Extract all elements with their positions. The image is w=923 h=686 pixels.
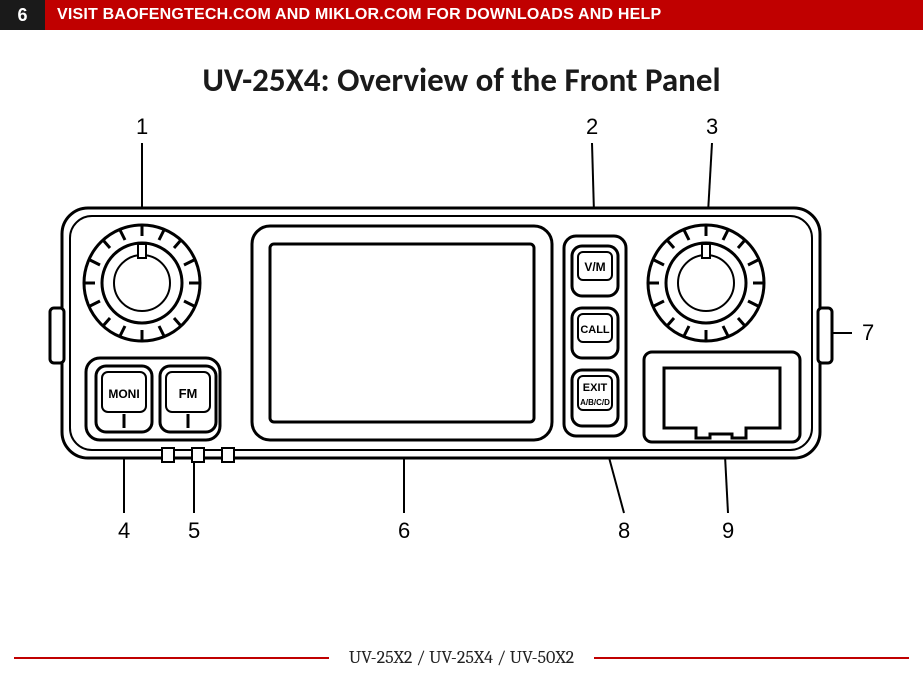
left-knob [84, 225, 200, 341]
footer: UV-25X2 / UV-25X4 / UV-50X2 [0, 647, 923, 668]
page-title: UV-25X4: Overview of the Front Panel [0, 60, 923, 100]
callout-3: 3 [706, 114, 718, 139]
moni-fm-group: MONI FM [86, 358, 220, 440]
fm-button-label: FM [178, 386, 197, 401]
callout-6: 6 [398, 518, 410, 543]
exit-sub-label: A/B/C/D [580, 398, 610, 407]
right-knob [648, 225, 764, 341]
exit-button-label: EXIT [582, 382, 607, 394]
moni-button-label: MONI [108, 387, 139, 401]
callout-8: 8 [618, 518, 630, 543]
right-button-column: V/M CALL EXIT A/B/C/D [564, 236, 626, 436]
callout-7: 7 [862, 320, 874, 345]
header-bar: 6 VISIT BAOFENGTECH.COM AND MIKLOR.COM F… [0, 0, 923, 30]
callout-5: 5 [188, 518, 200, 543]
footer-rule-left [14, 657, 329, 659]
front-panel-diagram: MONI FM V/M CALL [42, 108, 882, 548]
footer-text: UV-25X2 / UV-25X4 / UV-50X2 [349, 647, 574, 668]
page: 6 VISIT BAOFENGTECH.COM AND MIKLOR.COM F… [0, 0, 923, 686]
rj-port [644, 352, 800, 442]
footer-rule-right [594, 657, 909, 659]
callout-4: 4 [118, 518, 130, 543]
page-number: 6 [0, 0, 45, 30]
call-button-label: CALL [580, 324, 610, 336]
header-strip: VISIT BAOFENGTECH.COM AND MIKLOR.COM FOR… [45, 0, 923, 30]
callout-9: 9 [722, 518, 734, 543]
callout-1: 1 [136, 114, 148, 139]
diagram-container: MONI FM V/M CALL [0, 108, 923, 548]
vm-button-label: V/M [584, 260, 605, 274]
callout-2: 2 [586, 114, 598, 139]
